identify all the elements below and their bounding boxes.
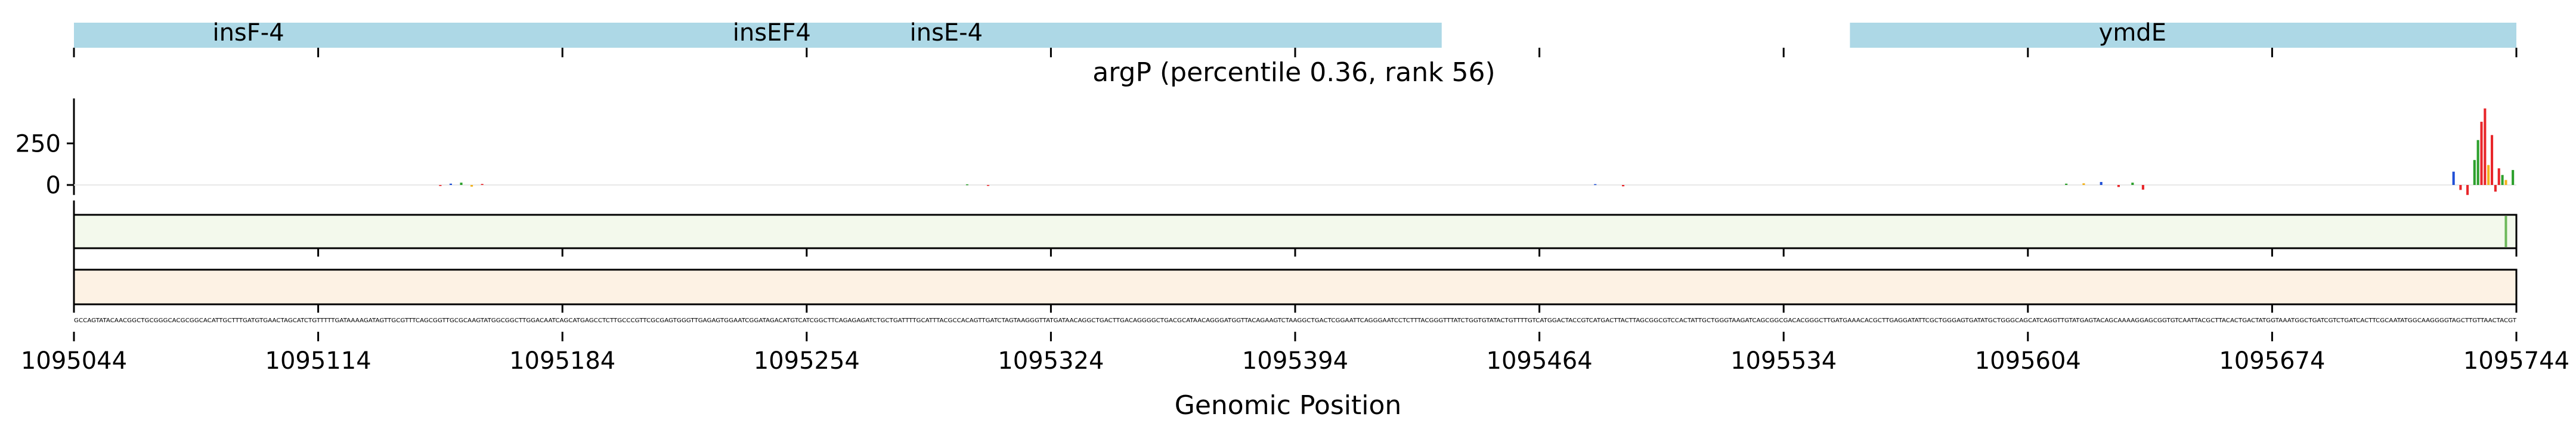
chart-title: argP (percentile 0.36, rank 56) [1092, 57, 1495, 88]
x-tick-label: 1095044 [21, 347, 127, 375]
signal-bar [481, 184, 484, 185]
signal-bar [2452, 171, 2455, 185]
gene-annotation-track: insF-4 insEF4 insE-4 ymdE [74, 19, 2516, 48]
signal-bar [2117, 185, 2120, 187]
signal-bar [2082, 183, 2085, 185]
sequence-text: GCCAGTATACAACGGCTGCGGGCACGCGGCACATTGCTTT… [74, 317, 2517, 324]
x-tick-label: 1095114 [265, 347, 371, 375]
signal-bar [1621, 185, 1625, 187]
x-tick-label: 1095604 [1975, 347, 2081, 375]
x-tick-label: 1095254 [754, 347, 860, 375]
signal-bar [965, 184, 969, 186]
x-tick-label: 1095534 [1730, 347, 1837, 375]
signal-bar [2466, 185, 2469, 195]
signal-bar [1594, 184, 1597, 186]
x-tick-label: 1095324 [998, 347, 1104, 375]
heat-tracks [73, 200, 2518, 313]
signal-tick-label: 250 [16, 130, 61, 158]
signal-bar [2512, 169, 2515, 185]
x-axis-label: Genomic Position [1175, 390, 1402, 421]
signal-bar [2131, 183, 2134, 185]
signal-bar [2497, 168, 2500, 185]
signal-bar [470, 185, 473, 187]
signal-bar [2459, 185, 2462, 190]
signal-bar [2484, 108, 2487, 185]
x-axis: 1095044 1095114 1095184 1095254 1095324 10953… [21, 332, 2569, 375]
orange-track [73, 269, 2518, 306]
signal-bar [2141, 185, 2144, 190]
signal-bar [2100, 181, 2103, 185]
x-tick-label: 1095744 [2463, 347, 2569, 375]
signal-bar [2501, 175, 2504, 185]
gene-track-ticks [73, 48, 2518, 57]
heat-track-highlight [2504, 216, 2507, 247]
x-tick-label: 1095184 [509, 347, 615, 375]
signal-y-axis: 0 250 [16, 98, 75, 199]
gene-label: insEF4 [733, 19, 811, 47]
green-track [73, 214, 2518, 249]
signal-bar [987, 185, 990, 186]
signal-tick-label: 0 [46, 172, 61, 199]
signal-bar [460, 183, 463, 185]
signal-bar [2504, 180, 2507, 185]
signal-bar [2480, 122, 2483, 185]
signal-bar [2494, 185, 2497, 192]
signal-bars [439, 108, 2515, 195]
signal-bar [2065, 183, 2068, 185]
signal-bar [2487, 165, 2490, 185]
signal-bar [439, 185, 442, 186]
gene-label: ymdE [2099, 19, 2166, 47]
signal-bar [2476, 140, 2479, 185]
signal-bar [2490, 135, 2494, 185]
gene-bar [1850, 23, 2516, 48]
signal-bar [2473, 160, 2476, 185]
x-tick-label: 1095464 [1487, 347, 1593, 375]
gene-label: insF-4 [212, 19, 284, 47]
x-tick-label: 1095674 [2219, 347, 2325, 375]
x-tick-label: 1095394 [1242, 347, 1348, 375]
signal-bar [449, 183, 453, 185]
gene-bar [74, 23, 1442, 48]
gene-label: insE-4 [910, 19, 983, 47]
